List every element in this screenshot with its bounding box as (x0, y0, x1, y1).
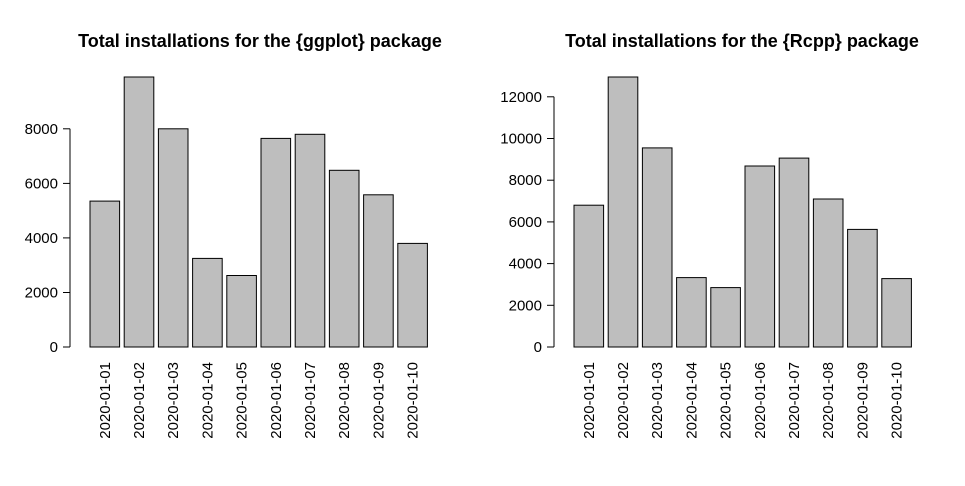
y-tick-label: 10000 (500, 131, 542, 148)
bar-2020-01-04 (676, 277, 707, 348)
y-tick-label: 8000 (509, 172, 542, 189)
bar-2020-01-09 (363, 194, 394, 348)
x-tick-label: 2020-01-03 (649, 362, 666, 439)
x-tick-label: 2020-01-01 (97, 362, 114, 439)
bar-2020-01-10 (881, 278, 912, 348)
bar-2020-01-01 (89, 200, 121, 348)
bar-2020-01-02 (607, 76, 639, 348)
y-tick-label: 6000 (509, 214, 542, 231)
y-tick-label: 0 (534, 339, 542, 356)
x-tick-label: 2020-01-06 (752, 362, 769, 439)
bar-2020-01-09 (847, 228, 878, 348)
x-tick-label: 2020-01-09 (370, 362, 387, 439)
bar-2020-01-07 (294, 133, 326, 348)
bar-2020-01-05 (226, 275, 257, 348)
x-tick-label: 2020-01-01 (581, 362, 598, 439)
x-tick-label: 2020-01-04 (199, 362, 216, 439)
x-tick-label: 2020-01-10 (405, 362, 422, 439)
y-tick-label: 6000 (25, 175, 58, 192)
y-tick-label: 2000 (509, 297, 542, 314)
bar-2020-01-07 (778, 157, 810, 348)
x-tick-label: 2020-01-06 (268, 362, 285, 439)
x-tick-label: 2020-01-05 (234, 362, 251, 439)
x-tick-label: 2020-01-08 (820, 362, 837, 439)
bar-2020-01-05 (710, 287, 741, 348)
bar-2020-01-06 (260, 137, 292, 348)
bar-2020-01-06 (744, 165, 776, 348)
bar-2020-01-01 (573, 204, 605, 348)
x-tick-label: 2020-01-02 (615, 362, 632, 439)
x-tick-label: 2020-01-02 (131, 362, 148, 439)
rcpp-installations-chart: Total installations for the {Rcpp} packa… (500, 31, 919, 439)
bar-2020-01-10 (397, 242, 428, 348)
bar-2020-01-03 (157, 128, 189, 348)
y-tick-label: 4000 (509, 256, 542, 273)
x-tick-label: 2020-01-04 (683, 362, 700, 439)
y-tick-label: 4000 (25, 230, 58, 247)
ggplot-installations-chart: Total installations for the {ggplot} pac… (25, 31, 442, 439)
x-tick-label: 2020-01-10 (889, 362, 906, 439)
x-tick-label: 2020-01-07 (302, 362, 319, 439)
x-tick-label: 2020-01-08 (336, 362, 353, 439)
y-tick-label: 0 (50, 339, 58, 356)
y-tick-label: 8000 (25, 121, 58, 138)
x-tick-label: 2020-01-03 (165, 362, 182, 439)
y-tick-label: 12000 (500, 89, 542, 106)
x-tick-label: 2020-01-07 (786, 362, 803, 439)
x-tick-label: 2020-01-09 (854, 362, 871, 439)
bar-2020-01-08 (328, 169, 360, 348)
x-tick-label: 2020-01-05 (718, 362, 735, 439)
bar-2020-01-04 (192, 257, 223, 348)
bar-2020-01-03 (641, 147, 673, 348)
bar-2020-01-02 (123, 76, 155, 348)
bar-2020-01-08 (812, 198, 844, 348)
chart-title: Total installations for the {Rcpp} packa… (565, 31, 919, 51)
y-tick-label: 2000 (25, 285, 58, 302)
chart-title: Total installations for the {ggplot} pac… (78, 31, 442, 51)
